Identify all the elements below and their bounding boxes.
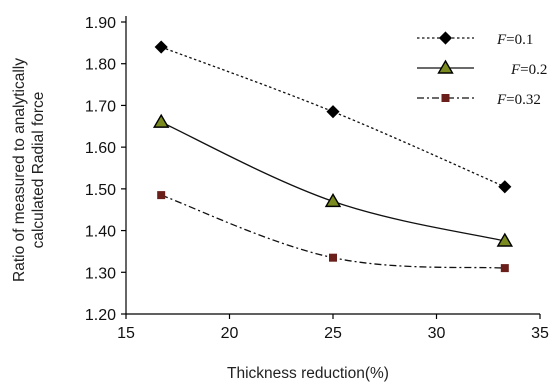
x-tick-label: 20 xyxy=(221,325,239,342)
y-axis-title-line-2: calculated Radial force xyxy=(30,92,47,249)
series-line-1 xyxy=(160,46,506,188)
legend-marker-1 xyxy=(438,31,453,45)
y-tick-label: 1.80 xyxy=(85,57,116,74)
plot-area: 15 20 25 30 35 1.201.301.401.501.601.701.801… xyxy=(85,15,549,342)
x-axis-title: Thickness reduction(%) xyxy=(227,365,389,382)
y-axis-title: Ratio of measured to analytically calcul… xyxy=(11,58,47,282)
y-tick-label: 1.30 xyxy=(85,265,116,282)
y-tick-label: 1.40 xyxy=(85,224,116,241)
legend: F=0.1 F=0.2 F=0.32 xyxy=(417,31,547,108)
series-lines xyxy=(160,46,506,269)
data-point-series-1 xyxy=(326,105,340,119)
x-tick-label: 25 xyxy=(324,325,342,342)
data-point-series-3 xyxy=(500,264,509,273)
series-line-2 xyxy=(160,121,505,242)
y-ticks: 1.20 1.30 1.40 1.50 1.60 1.70 1.80 1.90 xyxy=(85,15,126,324)
data-point-series-3 xyxy=(329,253,337,262)
legend-label-3: F=0.32 xyxy=(496,92,541,108)
legend-label-2: F=0.2 xyxy=(510,62,547,78)
x-ticks: 15 20 25 30 35 xyxy=(117,314,549,342)
data-point-series-3 xyxy=(157,191,166,200)
y-tick-label: 1.20 xyxy=(85,307,116,324)
series-markers xyxy=(152,40,514,273)
y-tick-label: 1.60 xyxy=(85,140,116,157)
legend-label-1: F=0.1 xyxy=(496,32,533,48)
y-tick-label: 1.90 xyxy=(85,15,116,32)
data-point-series-1 xyxy=(498,180,512,194)
data-point-series-2 xyxy=(152,113,170,128)
x-tick-label: 15 xyxy=(117,325,135,342)
y-axis-title-line-1: Ratio of measured to analytically xyxy=(11,58,28,282)
x-tick-label: 35 xyxy=(531,325,549,342)
y-tick-label: 1.70 xyxy=(85,98,116,115)
y-tick-label: 1.50 xyxy=(85,182,116,199)
data-point-series-1 xyxy=(154,40,168,54)
legend-marker-2 xyxy=(437,59,454,74)
data-point-series-2 xyxy=(496,232,514,247)
data-point-series-2 xyxy=(324,192,342,208)
legend-marker-3 xyxy=(441,94,450,102)
x-tick-label: 30 xyxy=(428,325,446,342)
